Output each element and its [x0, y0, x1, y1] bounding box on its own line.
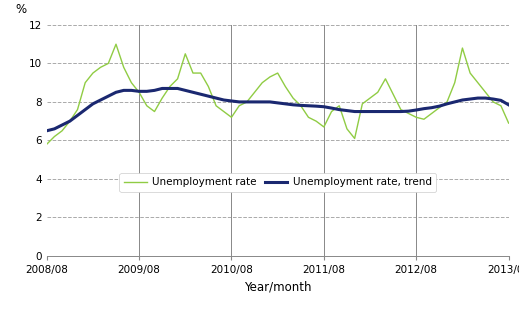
Unemployment rate — [44, 142, 50, 146]
Unemployment rate — [297, 104, 304, 108]
Unemployment rate — [213, 104, 219, 108]
Legend: Unemployment rate, Unemployment rate, trend: Unemployment rate, Unemployment rate, tr… — [119, 173, 436, 192]
Unemployment rate, trend — [152, 89, 158, 92]
Unemployment rate, trend — [329, 106, 335, 110]
Unemployment rate, trend — [297, 104, 304, 107]
Unemployment rate, trend — [213, 96, 219, 100]
X-axis label: Year/month: Year/month — [244, 280, 311, 293]
Unemployment rate, trend — [452, 100, 458, 104]
Unemployment rate — [144, 104, 150, 108]
Line: Unemployment rate, trend: Unemployment rate, trend — [47, 89, 509, 131]
Unemployment rate — [452, 81, 458, 85]
Unemployment rate — [329, 110, 335, 114]
Unemployment rate, trend — [506, 103, 512, 107]
Line: Unemployment rate: Unemployment rate — [47, 44, 509, 144]
Unemployment rate, trend — [136, 90, 142, 93]
Y-axis label: %: % — [16, 3, 27, 16]
Unemployment rate, trend — [159, 86, 165, 90]
Unemployment rate — [506, 121, 512, 125]
Unemployment rate, trend — [44, 129, 50, 133]
Unemployment rate — [159, 96, 165, 100]
Unemployment rate — [113, 42, 119, 46]
